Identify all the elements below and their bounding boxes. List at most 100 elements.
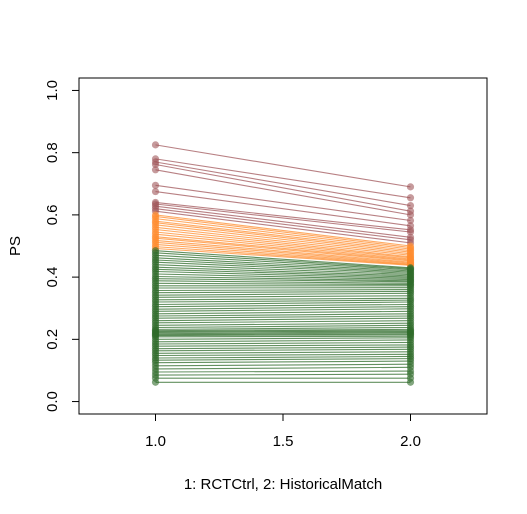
series-line <box>155 366 411 370</box>
series-line <box>155 303 411 308</box>
series-line <box>155 282 411 286</box>
series-line <box>155 231 411 259</box>
x-tick-label: 2.0 <box>400 433 421 450</box>
data-point <box>151 141 160 149</box>
series-line <box>155 264 411 276</box>
series-line <box>155 191 411 227</box>
y-tick-label: 0.2 <box>44 329 61 350</box>
series-line <box>155 236 411 261</box>
series-line <box>155 237 411 262</box>
series-line <box>155 299 411 303</box>
series-line <box>155 355 411 359</box>
series-line <box>155 335 411 338</box>
series-line <box>155 144 411 188</box>
series-line <box>155 201 411 231</box>
series-line <box>155 268 411 278</box>
series-line <box>155 331 411 334</box>
series-line <box>155 363 411 367</box>
x-tick-label: 1.0 <box>145 433 166 450</box>
data-point <box>151 181 160 189</box>
series-line <box>155 158 411 199</box>
series-line <box>155 273 411 281</box>
series-line <box>155 228 411 258</box>
y-axis: 0.0 0.2 0.4 0.6 0.8 1.0 <box>44 80 80 412</box>
series-line <box>155 163 411 212</box>
series-line <box>155 306 411 310</box>
series-line <box>155 348 411 352</box>
series-line <box>155 214 411 247</box>
series-line <box>155 247 411 266</box>
series-line <box>155 310 411 315</box>
series-line <box>155 351 411 354</box>
series-line <box>155 205 411 238</box>
series-line <box>155 275 411 282</box>
series-line <box>155 184 411 222</box>
series-line <box>155 246 411 266</box>
series-line <box>155 346 411 350</box>
series-line <box>155 334 411 337</box>
y-tick-label: 1.0 <box>44 80 61 101</box>
series-line <box>155 210 411 244</box>
x-axis-label: 1: RCTCtrl, 2: HistoricalMatch <box>184 476 382 493</box>
series-line <box>155 353 411 357</box>
series-line <box>155 233 411 260</box>
series-line <box>155 324 411 329</box>
series-line <box>155 313 411 317</box>
data-point <box>406 211 415 219</box>
y-axis-label: PS <box>7 236 24 256</box>
series-line <box>155 373 411 376</box>
series-line <box>155 241 411 264</box>
x-tick-label: 1.5 <box>273 433 294 450</box>
series-line <box>155 341 411 345</box>
series-line <box>155 331 411 335</box>
series-line <box>155 161 411 207</box>
data-point <box>406 378 415 386</box>
data-point <box>151 187 160 196</box>
series-line <box>155 358 411 361</box>
series-line <box>155 337 411 340</box>
y-tick-label: 0.8 <box>44 142 61 163</box>
series-line <box>155 333 411 336</box>
series-line <box>155 243 411 265</box>
series-line <box>155 317 411 322</box>
series-line <box>155 320 411 324</box>
series-line <box>155 220 411 252</box>
series-line <box>155 290 411 294</box>
plot-frame <box>78 77 488 415</box>
series-line <box>155 278 411 283</box>
series-line <box>155 289 411 292</box>
data-point <box>406 201 415 210</box>
data-point <box>406 183 415 191</box>
y-tick-label: 0.4 <box>44 267 61 288</box>
series-line <box>155 259 411 273</box>
series-line <box>155 252 411 270</box>
series-line <box>155 339 411 343</box>
series-line <box>155 270 411 279</box>
series-line <box>155 254 411 271</box>
series-line <box>155 239 411 263</box>
series-line <box>155 322 411 326</box>
series-line <box>155 208 411 241</box>
data-point <box>151 166 160 174</box>
series-line <box>155 344 411 347</box>
series-line <box>155 315 411 319</box>
series-line <box>155 328 411 332</box>
y-tick-label: 0.6 <box>44 204 61 225</box>
series-line <box>155 266 411 277</box>
series-line <box>155 360 411 364</box>
series-line <box>155 297 411 301</box>
series-line <box>155 224 411 255</box>
series-line <box>155 292 411 296</box>
series-line <box>155 330 411 333</box>
data-point <box>406 228 415 236</box>
series-line <box>155 261 411 274</box>
series-line <box>155 370 411 373</box>
series-line <box>155 215 411 249</box>
series-line <box>155 250 411 269</box>
series-line <box>155 326 411 330</box>
series-line <box>155 222 411 253</box>
series-line <box>155 308 411 312</box>
data-point <box>406 216 415 225</box>
series-line <box>155 226 411 256</box>
